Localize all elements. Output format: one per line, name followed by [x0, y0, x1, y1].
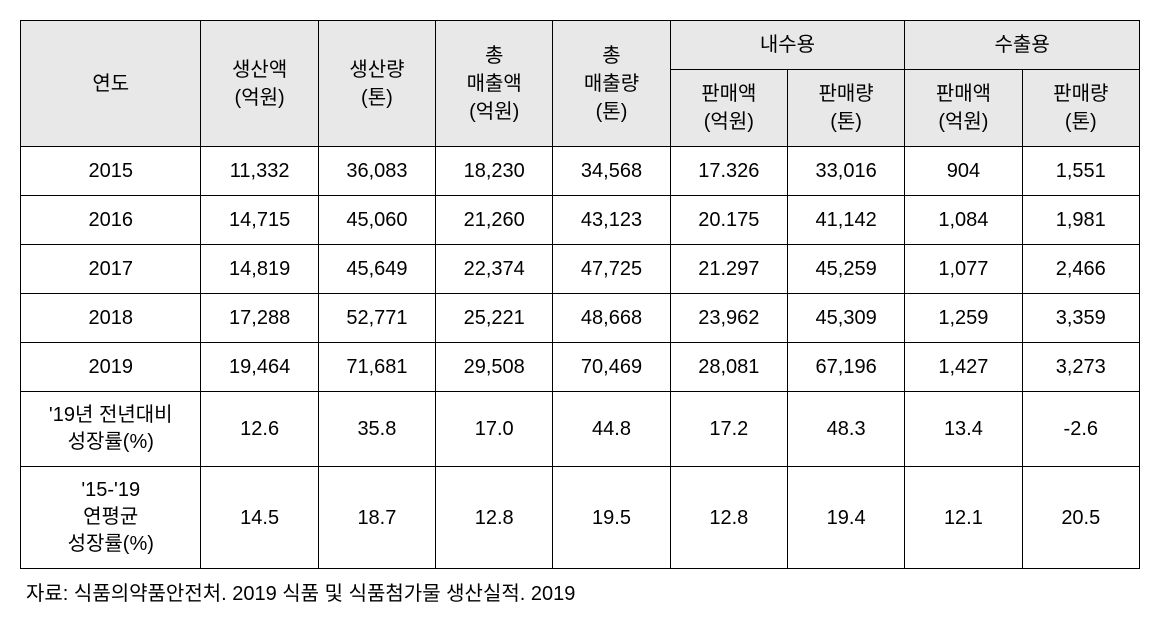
row-label: '19년 전년대비성장률(%)	[21, 392, 201, 467]
cell: 23,962	[670, 294, 787, 343]
cell: 41,142	[787, 196, 904, 245]
header-export-sales-volume: 판매량(톤)	[1022, 70, 1139, 147]
header-total-sales-value: 총매출액(억원)	[436, 21, 553, 147]
cell: 17.0	[436, 392, 553, 467]
cell: 17,288	[201, 294, 318, 343]
header-export-sales-value: 판매액(억원)	[905, 70, 1022, 147]
cell: 43,123	[553, 196, 670, 245]
cell: 1,084	[905, 196, 1022, 245]
table-body: 201511,33236,08318,23034,56817.32633,016…	[21, 147, 1140, 569]
cell: 21.297	[670, 245, 787, 294]
cell: 18,230	[436, 147, 553, 196]
cell: 44.8	[553, 392, 670, 467]
data-table: 연도 생산액(억원) 생산량(톤) 총매출액(억원) 총매출량(톤) 내수용 수…	[20, 20, 1140, 569]
cell: 12.6	[201, 392, 318, 467]
table-row: 201817,28852,77125,22148,66823,96245,309…	[21, 294, 1140, 343]
header-prod-volume: 생산량(톤)	[318, 21, 435, 147]
cell: 1,077	[905, 245, 1022, 294]
cell: 45,060	[318, 196, 435, 245]
row-label: 2017	[21, 245, 201, 294]
cell: 17.2	[670, 392, 787, 467]
cell: 20.175	[670, 196, 787, 245]
cell: 45,649	[318, 245, 435, 294]
table-row: 201714,81945,64922,37447,72521.29745,259…	[21, 245, 1140, 294]
cell: 1,981	[1022, 196, 1139, 245]
header-domestic-sales-value: 판매액(억원)	[670, 70, 787, 147]
header-row-1: 연도 생산액(억원) 생산량(톤) 총매출액(억원) 총매출량(톤) 내수용 수…	[21, 21, 1140, 70]
cell: 48.3	[787, 392, 904, 467]
row-label: 2016	[21, 196, 201, 245]
row-label: 2019	[21, 343, 201, 392]
cell: 36,083	[318, 147, 435, 196]
cell: 52,771	[318, 294, 435, 343]
cell: 19,464	[201, 343, 318, 392]
cell: 21,260	[436, 196, 553, 245]
cell: 35.8	[318, 392, 435, 467]
cell: 19.5	[553, 467, 670, 569]
table-row: 201511,33236,08318,23034,56817.32633,016…	[21, 147, 1140, 196]
header-prod-value: 생산액(억원)	[201, 21, 318, 147]
cell: 1,259	[905, 294, 1022, 343]
cell: 3,359	[1022, 294, 1139, 343]
cell: 45,259	[787, 245, 904, 294]
cell: 14,819	[201, 245, 318, 294]
cell: 12.8	[436, 467, 553, 569]
cell: 20.5	[1022, 467, 1139, 569]
header-total-sales-volume: 총매출량(톤)	[553, 21, 670, 147]
table-row: '15-'19연평균성장률(%)14.518.712.819.512.819.4…	[21, 467, 1140, 569]
table-container: 연도 생산액(억원) 생산량(톤) 총매출액(억원) 총매출량(톤) 내수용 수…	[20, 20, 1140, 606]
cell: 33,016	[787, 147, 904, 196]
header-domestic-sales-volume: 판매량(톤)	[787, 70, 904, 147]
cell: 1,427	[905, 343, 1022, 392]
cell: 22,374	[436, 245, 553, 294]
cell: 48,668	[553, 294, 670, 343]
cell: 25,221	[436, 294, 553, 343]
cell: 70,469	[553, 343, 670, 392]
cell: 45,309	[787, 294, 904, 343]
header-domestic-group: 내수용	[670, 21, 905, 70]
cell: 11,332	[201, 147, 318, 196]
cell: 18.7	[318, 467, 435, 569]
cell: -2.6	[1022, 392, 1139, 467]
cell: 17.326	[670, 147, 787, 196]
table-row: '19년 전년대비성장률(%)12.635.817.044.817.248.31…	[21, 392, 1140, 467]
cell: 2,466	[1022, 245, 1139, 294]
cell: 29,508	[436, 343, 553, 392]
table-row: 201919,46471,68129,50870,46928,08167,196…	[21, 343, 1140, 392]
table-caption: 자료: 식품의약품안전처. 2019 식품 및 식품첨가물 생산실적. 2019	[20, 577, 1140, 606]
row-label: 2018	[21, 294, 201, 343]
cell: 13.4	[905, 392, 1022, 467]
cell: 47,725	[553, 245, 670, 294]
cell: 904	[905, 147, 1022, 196]
cell: 71,681	[318, 343, 435, 392]
cell: 14,715	[201, 196, 318, 245]
header-year: 연도	[21, 21, 201, 147]
cell: 1,551	[1022, 147, 1139, 196]
header-export-group: 수출용	[905, 21, 1140, 70]
cell: 34,568	[553, 147, 670, 196]
cell: 14.5	[201, 467, 318, 569]
cell: 19.4	[787, 467, 904, 569]
row-label: 2015	[21, 147, 201, 196]
cell: 3,273	[1022, 343, 1139, 392]
cell: 12.1	[905, 467, 1022, 569]
cell: 67,196	[787, 343, 904, 392]
row-label: '15-'19연평균성장률(%)	[21, 467, 201, 569]
table-header: 연도 생산액(억원) 생산량(톤) 총매출액(억원) 총매출량(톤) 내수용 수…	[21, 21, 1140, 147]
table-row: 201614,71545,06021,26043,12320.17541,142…	[21, 196, 1140, 245]
cell: 28,081	[670, 343, 787, 392]
cell: 12.8	[670, 467, 787, 569]
